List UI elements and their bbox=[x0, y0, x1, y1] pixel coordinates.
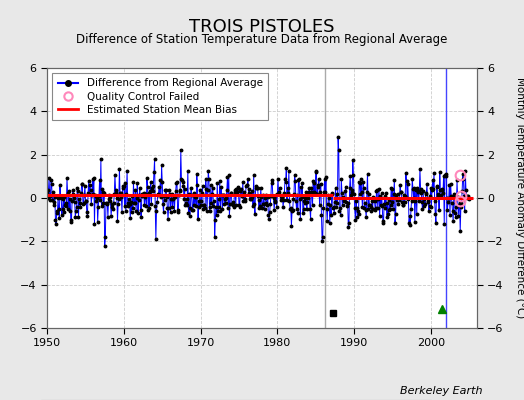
Text: Difference of Station Temperature Data from Regional Average: Difference of Station Temperature Data f… bbox=[77, 33, 447, 46]
Y-axis label: Monthly Temperature Anomaly Difference (°C): Monthly Temperature Anomaly Difference (… bbox=[515, 77, 524, 319]
Text: Berkeley Earth: Berkeley Earth bbox=[400, 386, 482, 396]
Text: TROIS PISTOLES: TROIS PISTOLES bbox=[189, 18, 335, 36]
